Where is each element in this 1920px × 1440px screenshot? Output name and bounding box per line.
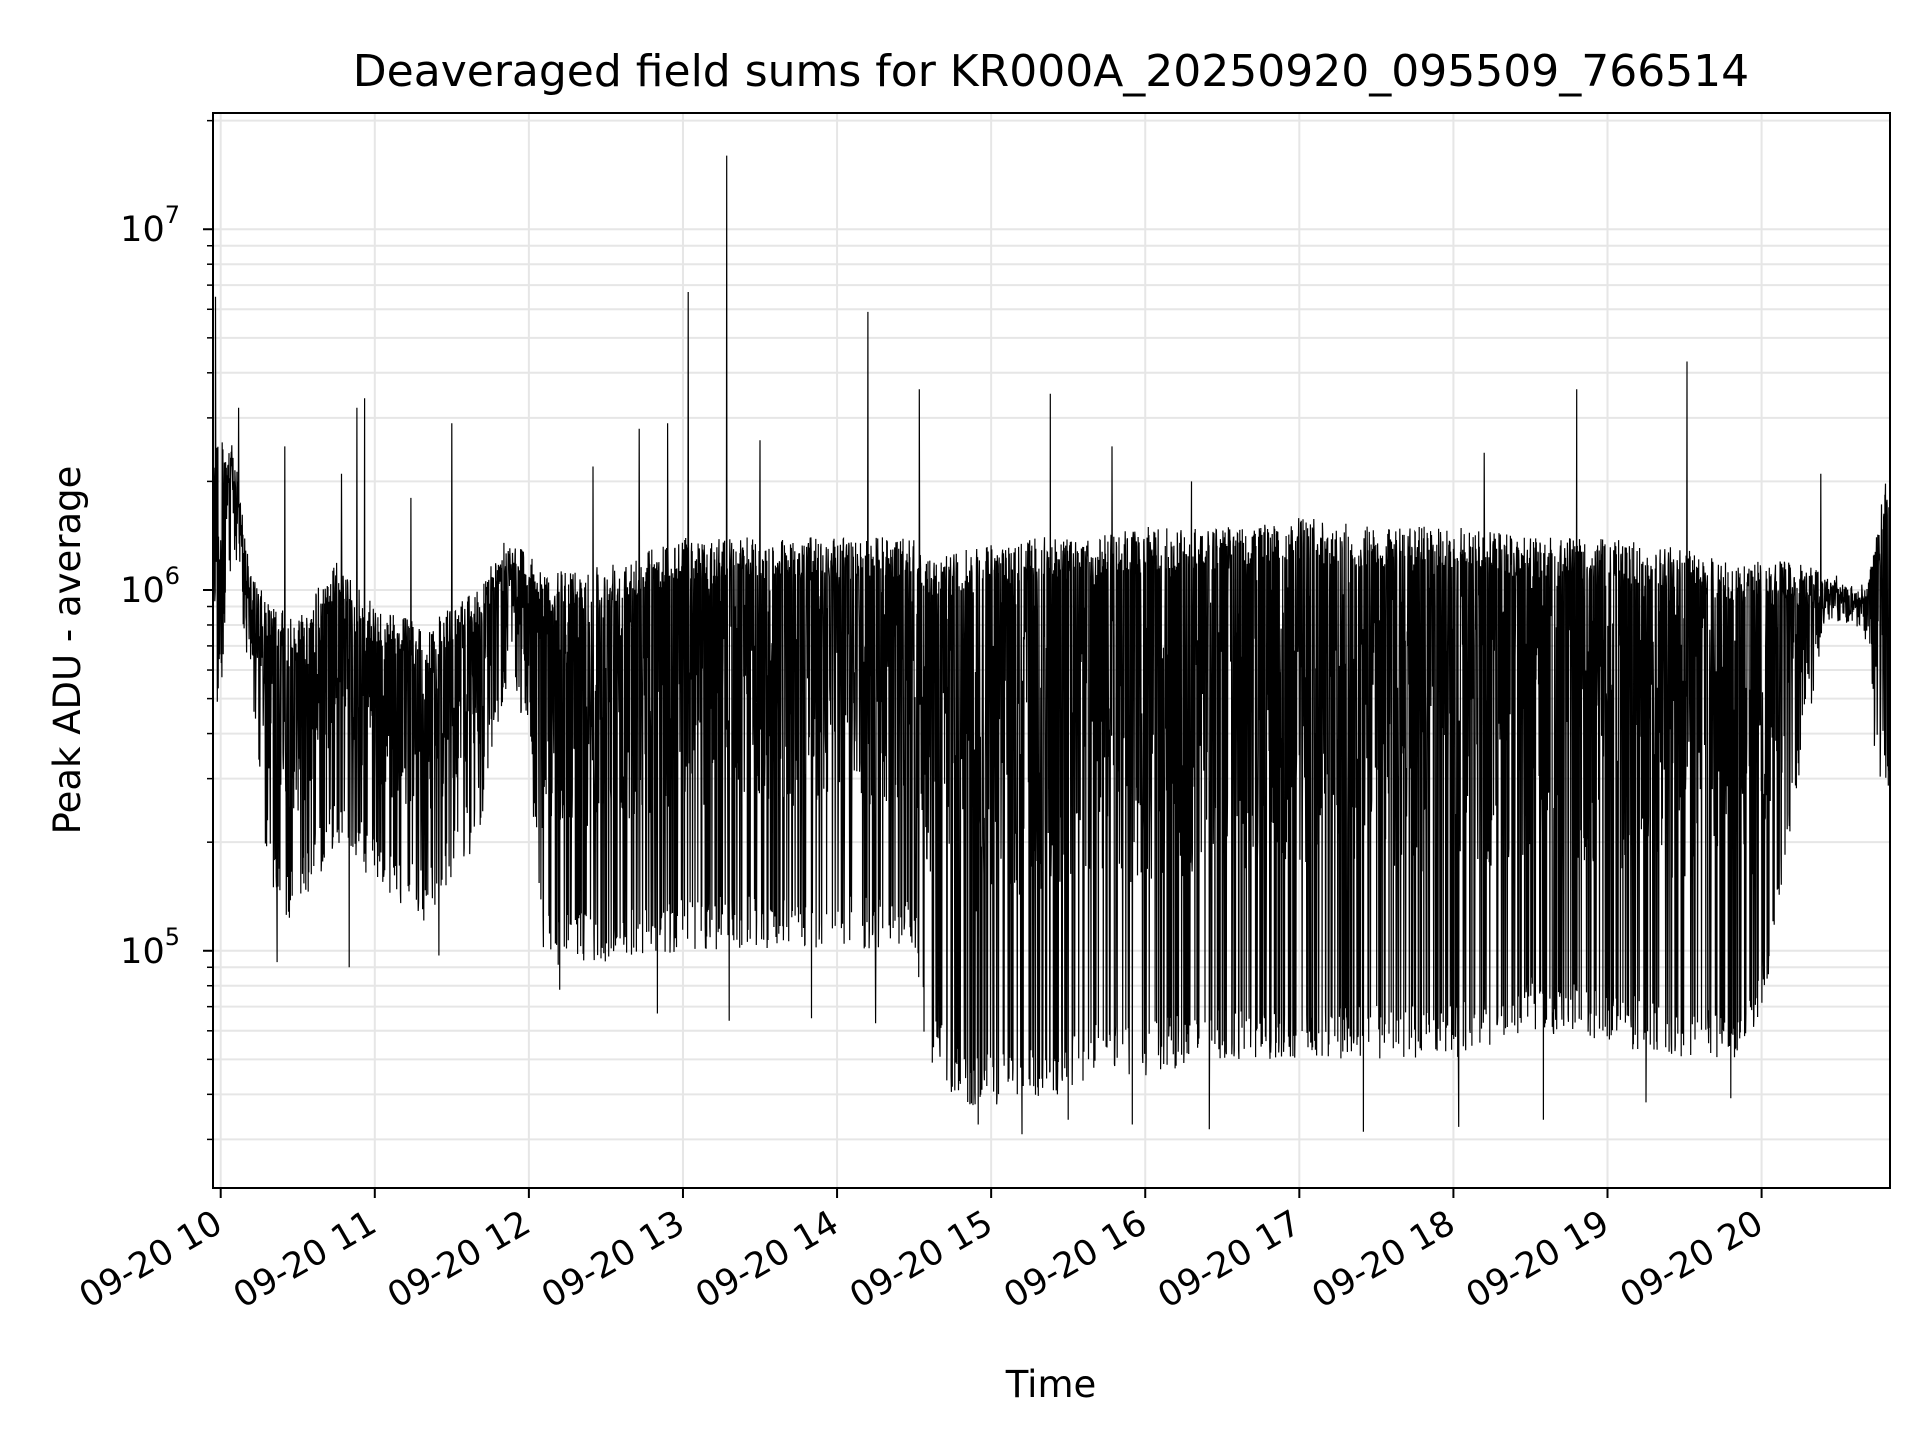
y-tick-label: 106 <box>120 562 180 611</box>
y-tick-label: 107 <box>120 201 180 250</box>
chart-title: Deaveraged field sums for KR000A_2025092… <box>353 46 1749 97</box>
series-line <box>213 155 1890 1135</box>
series-layer <box>213 155 1890 1135</box>
y-tick-label: 105 <box>120 923 180 972</box>
x-axis-label: Time <box>1005 1363 1097 1406</box>
plot-frame <box>212 112 1891 1189</box>
y-axis-label: Peak ADU - average <box>46 466 89 835</box>
